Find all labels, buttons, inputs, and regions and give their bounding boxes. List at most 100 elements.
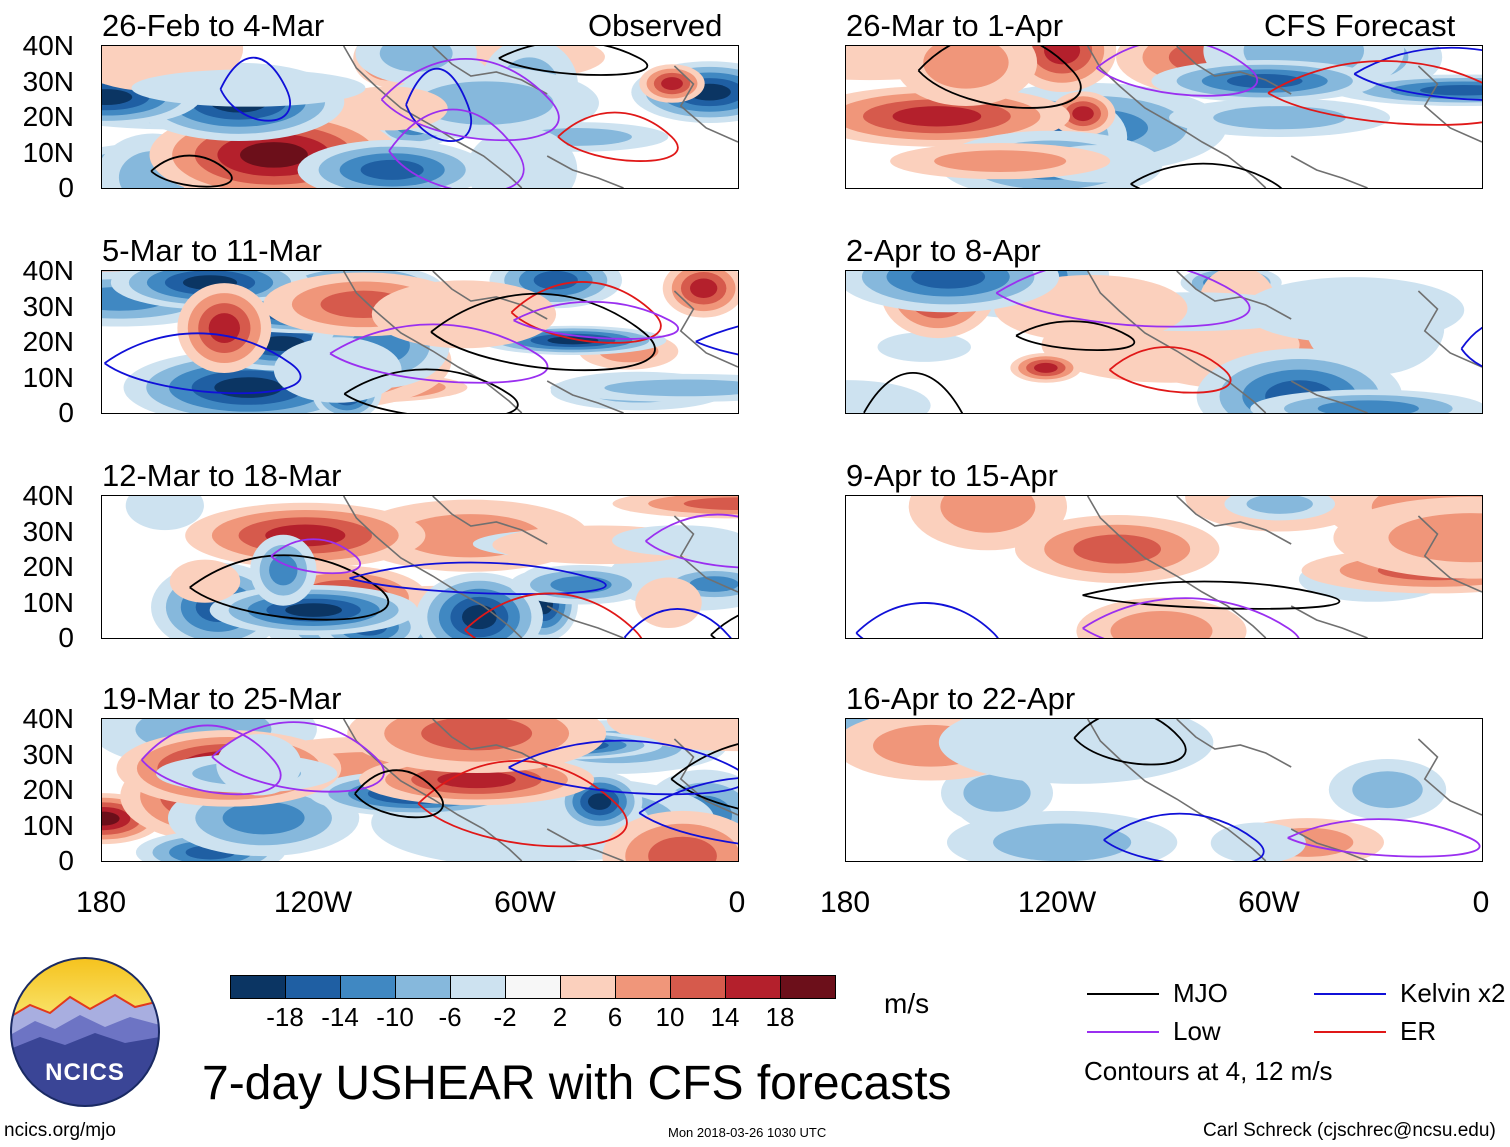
coastline: [342, 271, 738, 413]
colorbar-swatch: [615, 975, 671, 999]
shear-positive-shading: [1110, 610, 1213, 638]
forecast-map-panel: [845, 495, 1483, 639]
shear-positive-shading: [892, 106, 982, 127]
colorbar-swatch: [230, 975, 286, 999]
shear-positive-shading: [1073, 534, 1162, 564]
wave-contour: [695, 325, 738, 356]
colorbar-label: 2: [552, 1002, 568, 1032]
wave-contour: [219, 57, 291, 122]
wave-contour: [140, 724, 282, 796]
shear-negative-shading: [533, 271, 578, 290]
shear-positive-shading: [421, 719, 533, 751]
colorbar-label: -14: [321, 1002, 359, 1032]
panel-title: 19-Mar to 25-Mar: [102, 681, 342, 716]
shear-negative-shading: [131, 69, 366, 107]
forecast-label: CFS Forecast: [1264, 8, 1456, 43]
wave-contour: [510, 281, 662, 344]
panel-title: 16-Apr to 22-Apr: [846, 681, 1076, 716]
coastline: [1086, 271, 1482, 413]
y-tick-label: 10N: [22, 809, 74, 841]
shear-negative-shading: [222, 801, 305, 835]
colorbar-label: 14: [710, 1002, 740, 1032]
coastline: [1086, 46, 1482, 188]
wave-contour: [349, 561, 607, 595]
wave-contour: [498, 46, 649, 76]
shear-negative-shading: [466, 127, 578, 188]
shear-negative-shading: [379, 46, 453, 72]
logo-text: NCICS: [45, 1059, 125, 1086]
shear-positive-shading: [371, 280, 557, 349]
legend-label: Low: [1173, 1016, 1221, 1046]
wave-contour: [638, 777, 738, 845]
y-tick-label: 30N: [22, 290, 74, 322]
shear-positive-shading: [1072, 106, 1094, 122]
observed-map-panel: [101, 270, 739, 414]
shear-positive-shading: [683, 497, 738, 510]
legend-label: Kelvin x2: [1400, 978, 1506, 1008]
shear-negative-shading: [587, 793, 612, 810]
colorbar-label: -6: [438, 1002, 462, 1032]
wave-contour: [189, 554, 389, 621]
shear-positive-shading: [208, 313, 241, 344]
coastline: [1086, 496, 1482, 638]
shear-positive-shading: [169, 559, 241, 603]
shear-positive-shading: [635, 577, 702, 628]
wave-contour: [270, 538, 361, 575]
colorbar-swatch: [505, 975, 561, 999]
wave-contour: [1082, 580, 1340, 610]
wave-contour: [855, 602, 999, 638]
y-tick-label: 30N: [22, 65, 74, 97]
coastline: [342, 46, 738, 188]
colorbar-label: -10: [376, 1002, 414, 1032]
legend-line-swatch: [1087, 1031, 1159, 1033]
wave-contour: [1015, 320, 1136, 351]
wave-contour: [1353, 46, 1482, 101]
colorbar-swatch: [285, 975, 341, 999]
wave-contour: [354, 769, 444, 819]
legend-label: MJO: [1173, 978, 1228, 1008]
y-tick-label: 40N: [22, 480, 74, 511]
x-tick-label: 60W: [494, 886, 556, 919]
panel-title: 9-Apr to 15-Apr: [846, 458, 1058, 493]
wave-contour: [388, 108, 525, 188]
wave-contour: [508, 739, 738, 796]
x-tick-label: 180: [75, 886, 127, 919]
footer-credit: Carl Schreck (cjschrec@ncsu.edu): [1203, 1120, 1496, 1141]
shear-negative-shading: [550, 576, 612, 594]
shear-negative-shading: [604, 379, 738, 397]
x-tick-label: 120W: [1017, 886, 1097, 919]
legend-note: Contours at 4, 12 m/s: [1084, 1056, 1333, 1086]
shear-negative-shading: [102, 89, 133, 105]
panel-title: 2-Apr to 8-Apr: [846, 233, 1041, 268]
shear-negative-shading: [547, 336, 599, 345]
shear-negative-shading: [125, 496, 204, 531]
colorbar-swatch: [670, 975, 726, 999]
y-tick-label: 20N: [22, 774, 74, 805]
shear-negative-shading: [911, 271, 986, 289]
observed-map-panel: [101, 45, 739, 189]
y-tick-label: 0: [58, 845, 74, 876]
colorbar-label: 18: [765, 1002, 795, 1032]
panel-title: 26-Mar to 1-Apr: [846, 8, 1064, 43]
shear-positive-shading: [240, 142, 308, 168]
wave-contour: [343, 368, 519, 413]
y-tick-label: 30N: [22, 515, 74, 547]
legend-line-swatch: [1087, 993, 1159, 995]
wave-contour: [1267, 60, 1482, 126]
wave-contour: [104, 332, 302, 395]
y-tick-label: 0: [58, 622, 74, 653]
x-tick-label: 120W: [273, 886, 353, 919]
ncics-logo: NCICS: [10, 957, 160, 1107]
wave-contour: [430, 292, 656, 372]
colorbar-label: 10: [655, 1002, 685, 1032]
wave-contour: [1073, 719, 1187, 766]
footer-timestamp: Mon 2018-03-26 1030 UTC: [668, 1125, 827, 1140]
footer-url: ncics.org/mjo: [4, 1120, 116, 1141]
shear-positive-shading: [1044, 46, 1081, 65]
shear-negative-shading: [877, 332, 971, 362]
colorbar-swatch: [560, 975, 616, 999]
x-tick-label: 0: [728, 886, 746, 919]
shear-negative-shading: [612, 525, 738, 556]
colorbar-label: -2: [493, 1002, 517, 1032]
y-tick-label: 40N: [22, 255, 74, 286]
